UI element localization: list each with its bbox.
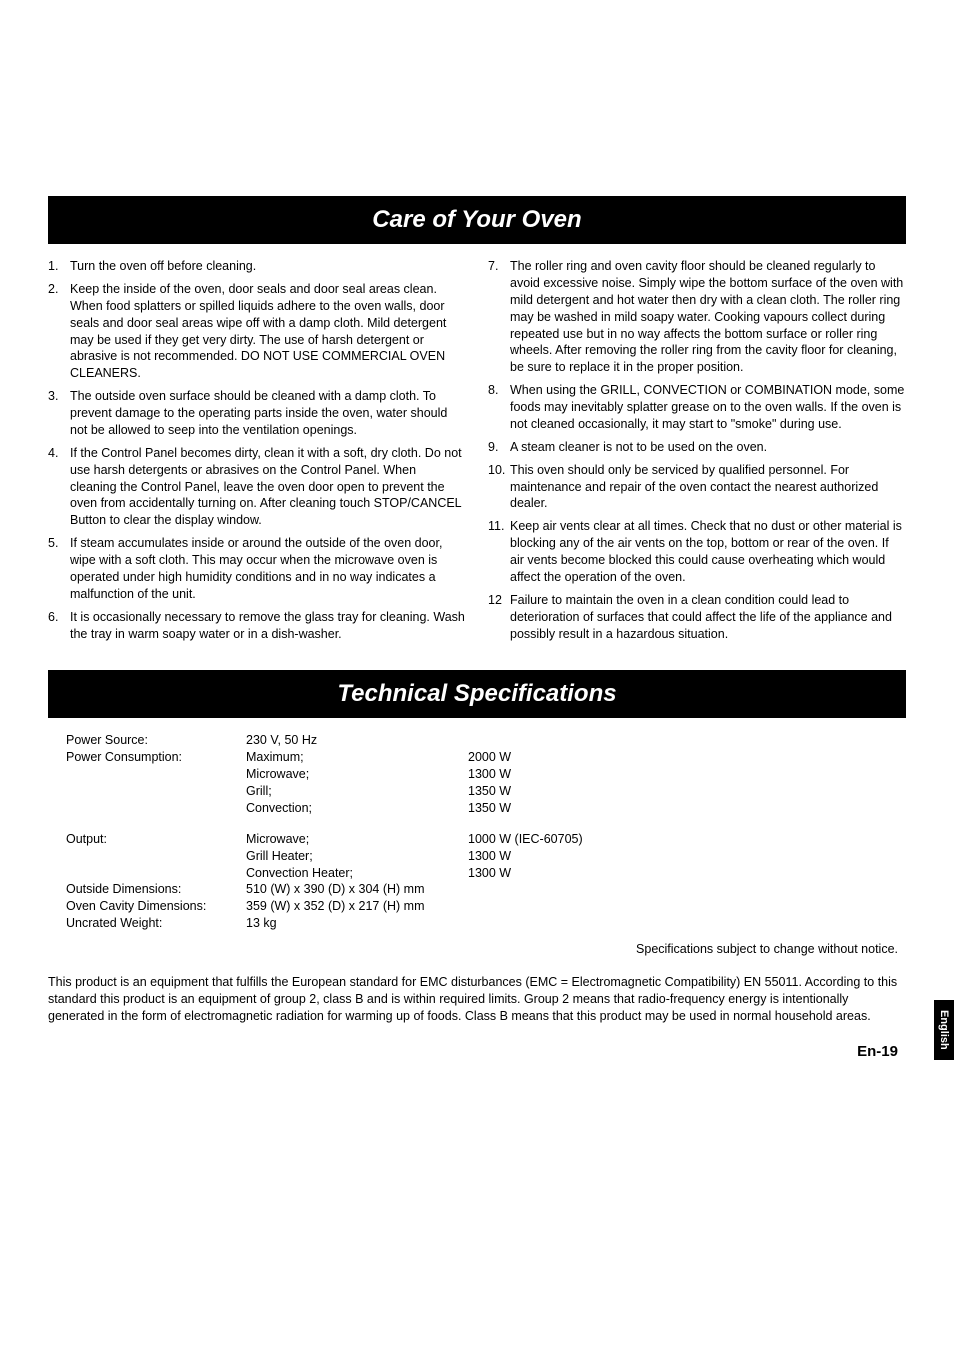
list-number: 9.	[488, 439, 510, 456]
spec-row: Grill Heater;1300 W	[66, 848, 906, 865]
spec-val: 2000 W	[468, 749, 906, 766]
spec-val	[468, 898, 906, 915]
spec-sub: Maximum;	[246, 749, 468, 766]
spec-label	[66, 848, 246, 865]
spec-label: Outside Dimensions:	[66, 881, 246, 898]
care-list-item: 9.A steam cleaner is not to be used on t…	[488, 439, 906, 456]
emc-footer-text: This product is an equipment that fulfil…	[48, 974, 906, 1025]
list-number: 11.	[488, 518, 510, 586]
spec-sub: Microwave;	[246, 831, 468, 848]
section-header-care: Care of Your Oven	[48, 196, 906, 244]
spec-row: Power Consumption:Maximum;2000 W	[66, 749, 906, 766]
care-list-item: 2.Keep the inside of the oven, door seal…	[48, 281, 466, 382]
spec-row: Power Source:230 V, 50 Hz	[66, 732, 906, 749]
list-number: 5.	[48, 535, 70, 603]
spec-val	[468, 732, 906, 749]
list-text: If the Control Panel becomes dirty, clea…	[70, 445, 466, 529]
spec-sub: 359 (W) x 352 (D) x 217 (H) mm	[246, 898, 468, 915]
spec-val: 1300 W	[468, 848, 906, 865]
care-list-item: 10.This oven should only be serviced by …	[488, 462, 906, 513]
spec-row: Oven Cavity Dimensions:359 (W) x 352 (D)…	[66, 898, 906, 915]
manual-page: Care of Your Oven 1.Turn the oven off be…	[0, 0, 954, 1351]
language-tab: English	[934, 1000, 954, 1060]
list-number: 7.	[488, 258, 510, 376]
spec-label	[66, 766, 246, 783]
list-number: 3.	[48, 388, 70, 439]
care-col-left: 1.Turn the oven off before cleaning.2.Ke…	[48, 258, 466, 648]
list-text: This oven should only be serviced by qua…	[510, 462, 906, 513]
spec-sub: 230 V, 50 Hz	[246, 732, 468, 749]
list-text: Failure to maintain the oven in a clean …	[510, 592, 906, 643]
spec-label	[66, 800, 246, 817]
list-text: A steam cleaner is not to be used on the…	[510, 439, 906, 456]
care-list-item: 4.If the Control Panel becomes dirty, cl…	[48, 445, 466, 529]
care-list-item: 6.It is occasionally necessary to remove…	[48, 609, 466, 643]
spec-gap	[66, 817, 906, 831]
list-number: 12	[488, 592, 510, 643]
spec-note: Specifications subject to change without…	[48, 942, 906, 956]
spec-row: Grill;1350 W	[66, 783, 906, 800]
spec-val: 1300 W	[468, 865, 906, 882]
spec-table: Power Source:230 V, 50 HzPower Consumpti…	[48, 732, 906, 932]
spec-val: 1000 W (IEC-60705)	[468, 831, 906, 848]
spec-sub: Convection Heater;	[246, 865, 468, 882]
spec-sub: Microwave;	[246, 766, 468, 783]
care-list-item: 8.When using the GRILL, CONVECTION or CO…	[488, 382, 906, 433]
spec-label	[66, 865, 246, 882]
care-list-item: 11.Keep air vents clear at all times. Ch…	[488, 518, 906, 586]
spec-row: Microwave;1300 W	[66, 766, 906, 783]
list-number: 4.	[48, 445, 70, 529]
list-text: The outside oven surface should be clean…	[70, 388, 466, 439]
spec-label: Output:	[66, 831, 246, 848]
spec-sub: 13 kg	[246, 915, 468, 932]
care-list-item: 3.The outside oven surface should be cle…	[48, 388, 466, 439]
spec-label	[66, 783, 246, 800]
care-list-item: 7.The roller ring and oven cavity floor …	[488, 258, 906, 376]
spec-label: Uncrated Weight:	[66, 915, 246, 932]
list-number: 1.	[48, 258, 70, 275]
spec-val: 1350 W	[468, 800, 906, 817]
list-text: If steam accumulates inside or around th…	[70, 535, 466, 603]
list-number: 2.	[48, 281, 70, 382]
care-columns: 1.Turn the oven off before cleaning.2.Ke…	[48, 258, 906, 648]
list-number: 6.	[48, 609, 70, 643]
spec-label: Power Consumption:	[66, 749, 246, 766]
spec-val: 1300 W	[468, 766, 906, 783]
care-list-item: 12Failure to maintain the oven in a clea…	[488, 592, 906, 643]
spec-val	[468, 915, 906, 932]
list-number: 8.	[488, 382, 510, 433]
list-text: Keep air vents clear at all times. Check…	[510, 518, 906, 586]
list-text: It is occasionally necessary to remove t…	[70, 609, 466, 643]
care-list-item: 5.If steam accumulates inside or around …	[48, 535, 466, 603]
list-number: 10.	[488, 462, 510, 513]
section-header-specs: Technical Specifications	[48, 670, 906, 718]
list-text: Keep the inside of the oven, door seals …	[70, 281, 466, 382]
spec-val	[468, 881, 906, 898]
spec-label: Power Source:	[66, 732, 246, 749]
care-col-right: 7.The roller ring and oven cavity floor …	[488, 258, 906, 648]
list-text: The roller ring and oven cavity floor sh…	[510, 258, 906, 376]
spec-row: Convection;1350 W	[66, 800, 906, 817]
page-number: En-19	[48, 1043, 906, 1060]
spec-sub: Grill;	[246, 783, 468, 800]
list-text: When using the GRILL, CONVECTION or COMB…	[510, 382, 906, 433]
spec-sub: 510 (W) x 390 (D) x 304 (H) mm	[246, 881, 468, 898]
list-text: Turn the oven off before cleaning.	[70, 258, 466, 275]
spec-sub: Convection;	[246, 800, 468, 817]
spec-sub: Grill Heater;	[246, 848, 468, 865]
spec-row: Outside Dimensions:510 (W) x 390 (D) x 3…	[66, 881, 906, 898]
care-list-item: 1.Turn the oven off before cleaning.	[48, 258, 466, 275]
spec-val: 1350 W	[468, 783, 906, 800]
spec-row: Output:Microwave;1000 W (IEC-60705)	[66, 831, 906, 848]
spec-row: Convection Heater;1300 W	[66, 865, 906, 882]
spec-row: Uncrated Weight:13 kg	[66, 915, 906, 932]
spec-label: Oven Cavity Dimensions:	[66, 898, 246, 915]
